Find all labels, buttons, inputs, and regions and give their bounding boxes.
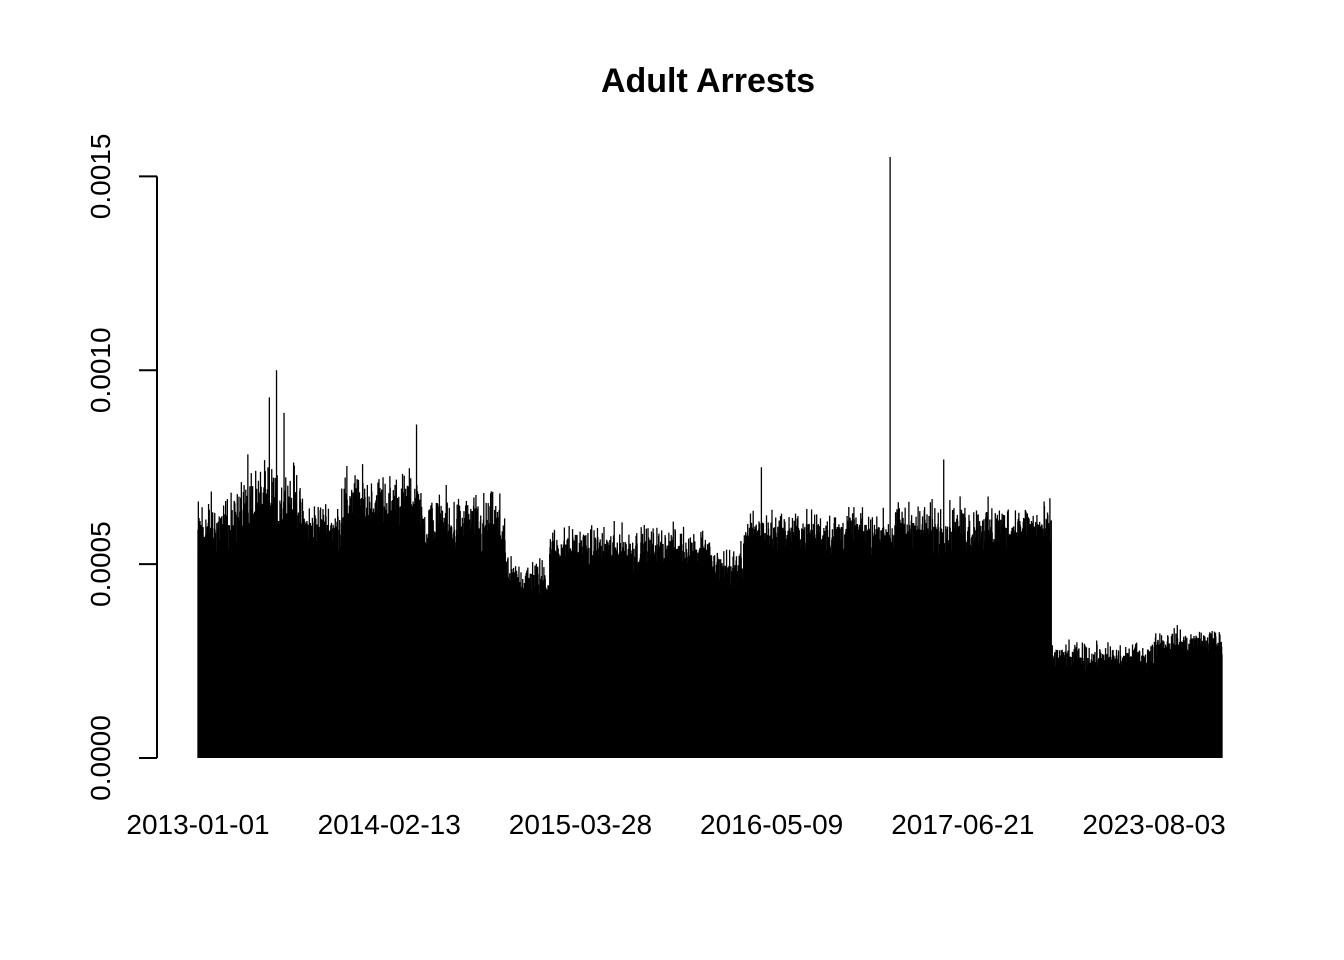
y-axis: 0.0000 0.0005 0.0010 0.0015 [85,134,158,801]
bars [197,157,1223,758]
x-tick-label: 2015-03-28 [509,809,652,840]
chart-title: Adult Arrests [601,62,815,100]
x-tick-label: 2017-06-21 [891,809,1034,840]
x-tick-label: 2023-08-03 [1082,809,1225,840]
y-tick-label: 0.0015 [85,134,116,220]
y-tick-label: 0.0010 [85,327,116,413]
bar-series [197,157,1223,758]
x-tick-label: 2016-05-09 [700,809,843,840]
x-tick-label: 2013-01-01 [126,809,269,840]
x-axis-labels: 2013-01-01 2014-02-13 2015-03-28 2016-05-09… [126,809,1225,840]
y-tick-label: 0.0005 [85,521,116,607]
y-tick-label: 0.0000 [85,715,116,801]
x-tick-label: 2014-02-13 [318,809,461,840]
